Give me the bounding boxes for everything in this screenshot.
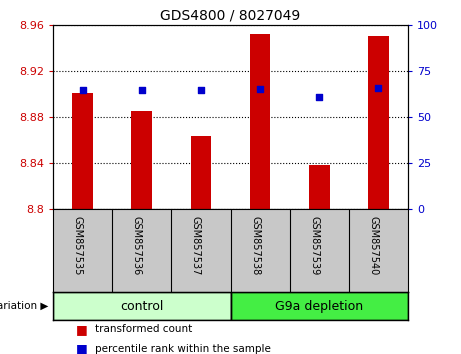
Text: GSM857538: GSM857538 [250, 216, 260, 275]
Bar [309, 165, 330, 209]
Point [138, 87, 145, 93]
Text: GSM857536: GSM857536 [132, 216, 142, 275]
Point [79, 87, 86, 93]
Text: GSM857537: GSM857537 [191, 216, 201, 275]
Text: GSM857540: GSM857540 [368, 216, 378, 275]
Point [375, 85, 382, 91]
Point [256, 86, 264, 92]
Text: transformed count: transformed count [95, 324, 192, 334]
Text: percentile rank within the sample: percentile rank within the sample [95, 344, 271, 354]
Bar [72, 93, 93, 209]
Bar [190, 136, 211, 209]
Point [315, 95, 323, 100]
Bar [131, 111, 152, 209]
Bar [250, 34, 271, 209]
Bar [230, 292, 408, 320]
Text: GSM857535: GSM857535 [72, 216, 83, 275]
Title: GDS4800 / 8027049: GDS4800 / 8027049 [160, 8, 301, 22]
Text: ■: ■ [76, 342, 88, 354]
Text: G9a depletion: G9a depletion [275, 300, 363, 313]
Text: ■: ■ [76, 323, 88, 336]
Text: control: control [120, 300, 164, 313]
Bar [368, 36, 389, 209]
Bar [53, 292, 230, 320]
Text: genotype/variation ▶: genotype/variation ▶ [0, 301, 48, 311]
Text: GSM857539: GSM857539 [309, 216, 319, 275]
Point [197, 87, 205, 93]
